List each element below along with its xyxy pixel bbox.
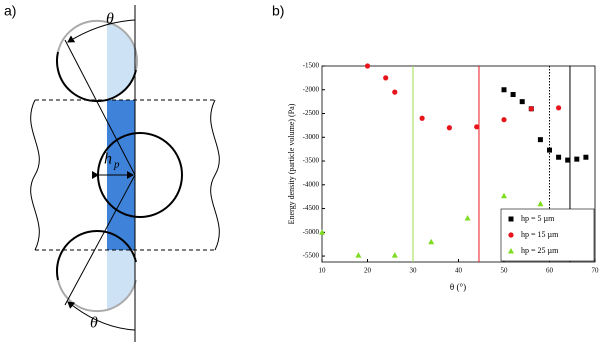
- marker: [391, 252, 398, 258]
- y-tick-label: -3500: [303, 157, 320, 165]
- circle-arc: [55, 229, 137, 281]
- circle-arc: [57, 279, 137, 313]
- marker: [364, 63, 371, 69]
- light-fill: [107, 250, 135, 312]
- marker: [583, 154, 589, 160]
- h-label: h: [104, 151, 112, 168]
- marker: [446, 125, 452, 131]
- marker: [537, 137, 543, 143]
- marker: [510, 92, 516, 98]
- x-tick-label: 50: [501, 267, 509, 275]
- x-tick-label: 30: [410, 267, 418, 275]
- circle-arc: [57, 19, 137, 53]
- dashed-line: [35, 99, 215, 251]
- x-tick-label: 10: [319, 267, 327, 275]
- panel-label: a): [4, 3, 16, 19]
- marker: [428, 238, 435, 245]
- legend-label: hp = 5 µm: [521, 214, 555, 223]
- y-tick-label: -1500: [303, 62, 320, 70]
- y-axis-label: Energy density (particle volume) (Pa): [287, 103, 296, 224]
- marker: [565, 157, 571, 163]
- marker: [419, 115, 425, 121]
- light-fill: [107, 22, 135, 100]
- legend-marker: [508, 248, 514, 254]
- marker: [537, 200, 544, 207]
- y-tick-label: -4500: [303, 204, 320, 212]
- legend-label: hp = 25 µm: [521, 246, 559, 255]
- marker: [501, 117, 507, 123]
- marker: [519, 99, 525, 105]
- theta-label: θ: [106, 11, 114, 28]
- marker: [556, 105, 562, 111]
- y-tick-label: -4000: [303, 180, 320, 188]
- marker: [474, 124, 480, 130]
- angle-line: [64, 174, 136, 306]
- y-tick-label: -2500: [303, 109, 320, 117]
- angle-line: [64, 39, 136, 176]
- angle-arrow: [67, 19, 136, 43]
- marker: [501, 87, 507, 93]
- x-axis-label: θ (°): [450, 282, 466, 292]
- x-tick-label: 60: [546, 267, 554, 275]
- y-tick-label: -2000: [303, 85, 320, 93]
- diagram: a) θ θ h p: [4, 3, 220, 342]
- marker: [392, 89, 398, 95]
- x-tick-label: 20: [364, 267, 372, 275]
- theta-label: θ: [90, 315, 98, 332]
- marker: [464, 215, 471, 221]
- legend-marker: [508, 232, 514, 238]
- x-tick-label: 70: [592, 267, 600, 275]
- panel-label: b): [272, 3, 284, 19]
- circle-arc: [135, 51, 139, 71]
- y-tick-label: -5000: [303, 228, 320, 236]
- marker: [574, 156, 580, 162]
- wavy-line: [210, 99, 220, 251]
- marker: [383, 75, 389, 81]
- x-tick-label: 40: [455, 267, 463, 275]
- marker: [319, 229, 325, 235]
- angle-arrow: [67, 301, 136, 331]
- marker: [547, 147, 552, 153]
- legend-label: hp = 15 µm: [521, 230, 559, 239]
- legend-marker: [508, 216, 514, 222]
- marker: [355, 252, 362, 258]
- marker: [528, 106, 534, 112]
- y-tick-label: -3000: [303, 133, 320, 141]
- marker: [501, 192, 507, 199]
- h-subscript: p: [113, 159, 120, 171]
- wavy-line: [30, 99, 40, 251]
- y-tick-label: -5500: [303, 252, 320, 260]
- marker: [556, 154, 562, 160]
- legend-box: [500, 208, 595, 262]
